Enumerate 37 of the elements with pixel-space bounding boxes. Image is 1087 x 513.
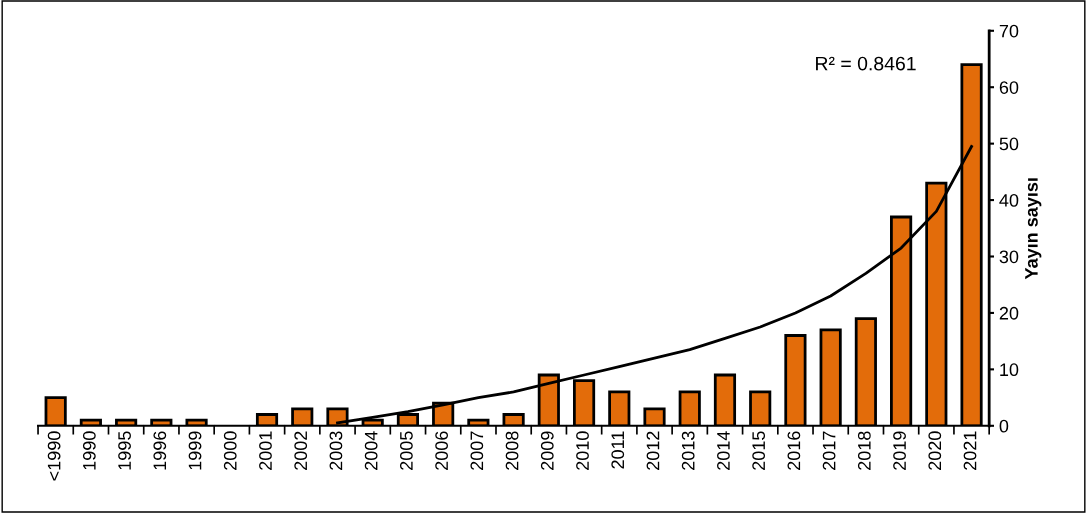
- y-tick-label: 30: [999, 250, 1019, 264]
- x-tick-label: 1995: [118, 431, 131, 470]
- x-tick-label: 2003: [329, 431, 343, 470]
- x-tick-label: 2000: [223, 431, 237, 470]
- annotation: R² = 0.8461: [816, 56, 916, 71]
- x-tick-label: 2016: [787, 431, 801, 470]
- y-tick-label: 60: [999, 81, 1019, 94]
- x-tick-label: 2005: [399, 431, 413, 470]
- y-tick-label: 10: [1000, 363, 1019, 377]
- y-axis-title: Yayın sayısı: [1025, 178, 1042, 280]
- x-tick-label: 2001: [259, 431, 272, 470]
- x-tick-label: 2012: [646, 431, 660, 470]
- x-tick-label: 2021: [963, 431, 977, 470]
- x-tick-label: 2007: [470, 431, 484, 470]
- y-tick-label: 0: [999, 419, 1009, 433]
- x-tick-label: 1999: [188, 431, 202, 470]
- x-tick-label: 2008: [505, 431, 519, 470]
- x-tick-label: 2018: [857, 431, 871, 470]
- x-tick-label: 2006: [435, 431, 448, 470]
- x-tick-label: 2011: [611, 431, 625, 469]
- y-tick-label: 50: [999, 137, 1019, 151]
- x-tick-label: 2009: [540, 431, 554, 470]
- x-tick-label: 2002: [294, 431, 308, 470]
- y-tick-label: 70: [999, 24, 1019, 38]
- x-tick-label: 1996: [153, 431, 167, 470]
- x-tick-label: 2004: [364, 431, 378, 470]
- x-tick-label: 2013: [681, 431, 695, 470]
- x-tick-label: 2019: [893, 431, 906, 470]
- x-tick-label: 2020: [928, 431, 942, 470]
- x-tick-label: 2010: [576, 431, 589, 470]
- y-tick-label: 20: [999, 306, 1019, 320]
- x-tick-label: 2014: [717, 431, 730, 470]
- x-tick-label: 1990: [82, 431, 96, 470]
- x-tick-label: 2015: [752, 431, 766, 470]
- y-tick-label: 40: [999, 194, 1019, 207]
- x-tick-label: <1990: [47, 431, 61, 481]
- x-tick-label: 2017: [822, 431, 836, 470]
